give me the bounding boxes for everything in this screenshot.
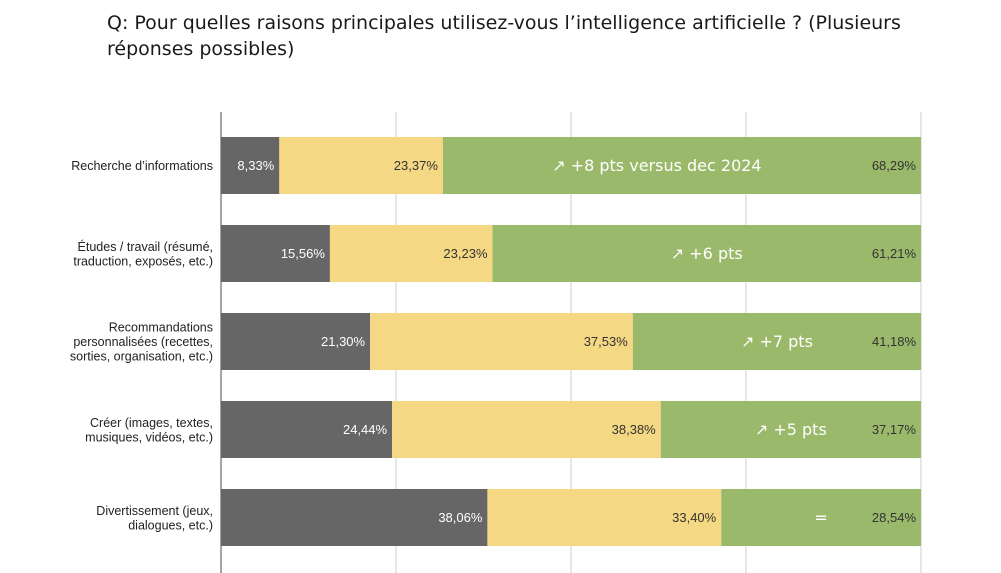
bar-segment (221, 401, 393, 458)
bar-segment (221, 225, 330, 282)
data-label: 37,53% (584, 334, 629, 349)
data-label: 41,18% (872, 334, 917, 349)
data-label: 68,29% (872, 158, 917, 173)
bar-segment (370, 313, 633, 370)
annotation-label: = (814, 508, 827, 527)
data-label: 21,30% (321, 334, 366, 349)
bar-segment (392, 401, 661, 458)
data-label: 37,17% (872, 422, 917, 437)
bar-segment (329, 225, 493, 282)
annotation-label: ↗ +8 pts versus dec 2024 (552, 156, 761, 175)
labels: 8,33% 23,37% 68,29% ↗ +8 pts versus dec 202… (70, 156, 917, 532)
bar-segment (279, 137, 443, 194)
category-label: Divertissement (jeux, dialogues, etc.) (96, 504, 213, 533)
data-label: 61,21% (872, 246, 917, 261)
annotation-label: ↗ +5 pts (755, 420, 827, 439)
data-label: 23,37% (394, 158, 439, 173)
annotation-label: ↗ +6 pts (671, 244, 743, 263)
bar-segment (492, 225, 921, 282)
data-label: 38,38% (612, 422, 657, 437)
category-label: Recherche d’informations (71, 159, 213, 173)
data-label: 24,44% (343, 422, 388, 437)
category-label: Recommandations personnalisées (recettes,… (70, 321, 213, 364)
bars (221, 137, 922, 546)
bar-segment (660, 401, 921, 458)
data-label: 23,23% (443, 246, 488, 261)
category-label: Créer (images, textes, musiques, vidéos, … (85, 416, 213, 445)
data-label: 8,33% (237, 158, 274, 173)
bar-segment (487, 489, 722, 546)
bar-segment (221, 313, 371, 370)
annotation-label: ↗ +7 pts (741, 332, 813, 351)
data-label: 38,06% (438, 510, 483, 525)
bar-segment (221, 489, 488, 546)
data-label: 33,40% (672, 510, 717, 525)
bar-segment (721, 489, 921, 546)
question-title: Q: Pour quelles raisons principales util… (107, 12, 901, 60)
data-label: 28,54% (872, 510, 917, 525)
data-label: 15,56% (281, 246, 326, 261)
bar-segment (221, 137, 280, 194)
bar-segment (632, 313, 922, 370)
bar-segment (442, 137, 921, 194)
category-label: Études / travail (résumé, traduction, exp… (73, 239, 213, 269)
